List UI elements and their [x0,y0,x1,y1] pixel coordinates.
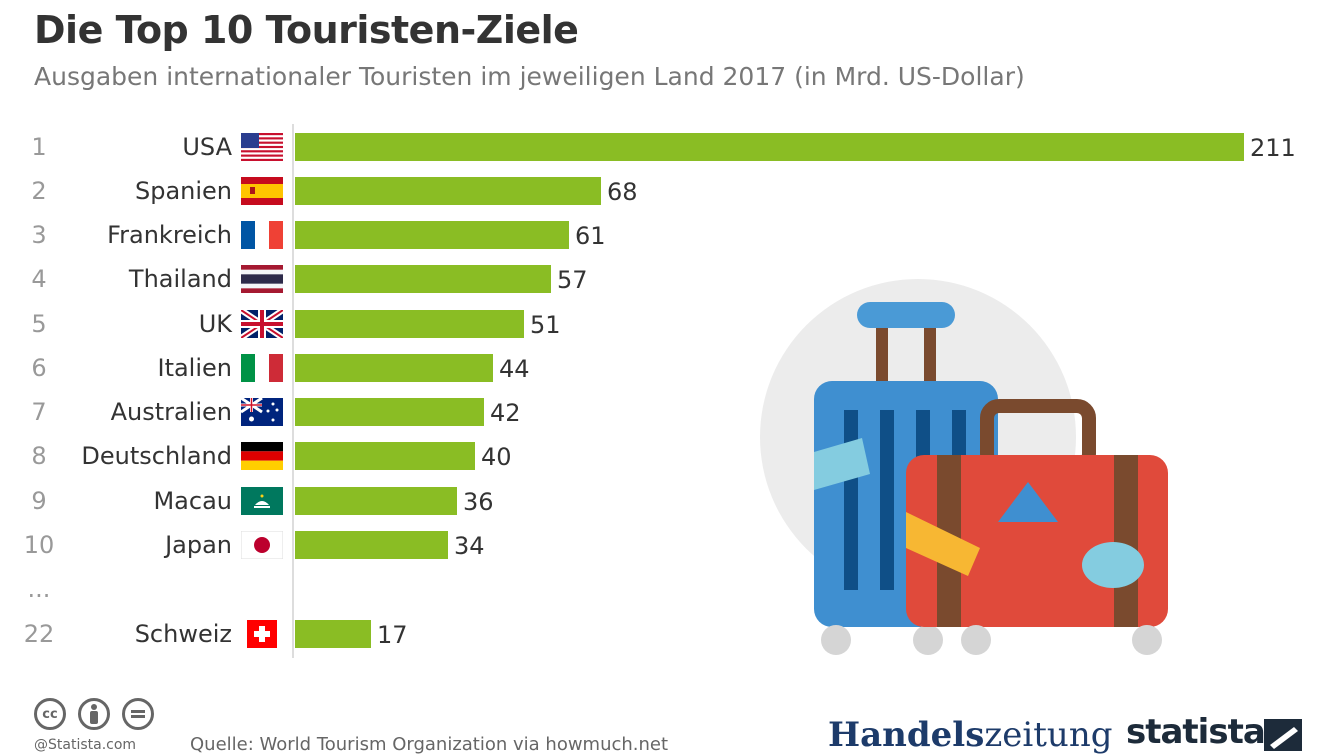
germany-flag-icon [241,442,283,470]
rank-label: 6 [31,354,47,382]
australia-flag-icon [241,398,283,426]
rank-label: 1 [31,133,47,161]
switzerland-flag-icon [241,620,283,648]
country-label: Spanien [134,177,232,205]
bar [295,398,484,426]
bar-axis-line [292,124,294,658]
country-label: Australien [110,398,232,426]
country-label: Italien [157,354,232,382]
handelszeitung-logo-bold: Handels [828,715,985,755]
chart-title: Die Top 10 Touristen-Ziele [34,8,579,52]
value-label: 36 [463,488,494,516]
value-label: 17 [377,621,408,649]
by-icon [78,698,110,730]
country-label: Thailand [128,265,232,293]
country-label: Macau [153,487,232,515]
bar [295,310,524,338]
source-note: Quelle: World Tourism Organization via h… [190,734,669,755]
bar [295,221,569,249]
handelszeitung-logo: Handelszeitung [828,715,1112,755]
bar [295,177,601,205]
usa-flag-icon [241,133,283,161]
value-label: 68 [607,178,638,206]
bar [295,354,493,382]
bar [295,487,457,515]
handelszeitung-logo-regular: zeitung [984,715,1113,755]
macau-flag-icon [241,487,283,515]
cc-icon-text: cc [42,706,58,722]
value-label: 34 [454,532,485,560]
gap-marker: ... [27,575,51,603]
uk-flag-icon [241,310,283,338]
spain-flag-icon [241,177,283,205]
value-label: 57 [557,266,588,294]
country-label: USA [182,133,232,161]
rank-label: 2 [31,177,47,205]
value-label: 42 [490,399,521,427]
bar [295,620,371,648]
country-label: Deutschland [81,442,232,470]
statista-logo: statista [1126,712,1266,752]
bar [295,133,1244,161]
rank-label: 22 [23,620,55,648]
japan-flag-icon [241,531,283,559]
rank-label: 3 [31,221,47,249]
value-label: 40 [481,443,512,471]
france-flag-icon [241,221,283,249]
value-label: 44 [499,355,530,383]
country-label: Schweiz [134,620,232,648]
cc-icon: cc [34,698,66,730]
bar [295,442,475,470]
country-label: Japan [165,531,232,559]
value-label: 211 [1250,134,1296,162]
bar [295,531,448,559]
italy-flag-icon [241,354,283,382]
nd-icon [122,698,154,730]
rank-label: 7 [31,398,47,426]
value-label: 51 [530,311,561,339]
value-label: 61 [575,222,606,250]
statista-logo-icon [1264,719,1302,751]
rank-label: 4 [31,265,47,293]
rank-label: 10 [23,531,55,559]
thailand-flag-icon [241,265,283,293]
rank-label: 8 [31,442,47,470]
country-label: UK [198,310,232,338]
rank-label: 9 [31,487,47,515]
country-label: Frankreich [107,221,232,249]
rank-label: 5 [31,310,47,338]
statista-credit: @Statista.com [34,737,137,753]
chart-subtitle: Ausgaben internationaler Touristen im je… [34,62,1025,91]
bar [295,265,551,293]
